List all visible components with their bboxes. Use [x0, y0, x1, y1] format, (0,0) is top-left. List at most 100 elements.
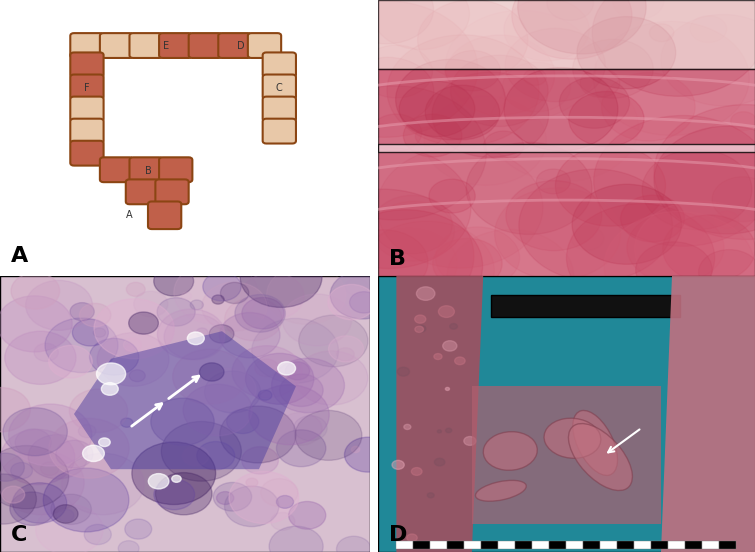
FancyBboxPatch shape — [583, 541, 600, 549]
FancyBboxPatch shape — [566, 541, 583, 549]
Circle shape — [260, 479, 298, 506]
Circle shape — [602, 73, 695, 141]
FancyBboxPatch shape — [156, 179, 189, 204]
Circle shape — [439, 306, 455, 317]
Circle shape — [661, 14, 755, 106]
Circle shape — [337, 348, 354, 361]
Circle shape — [94, 328, 106, 337]
Text: B: B — [389, 249, 406, 269]
Circle shape — [267, 265, 346, 324]
FancyBboxPatch shape — [464, 541, 481, 549]
Circle shape — [572, 226, 604, 250]
Circle shape — [350, 291, 378, 313]
Ellipse shape — [476, 480, 526, 501]
Circle shape — [569, 92, 644, 146]
Circle shape — [677, 224, 704, 242]
Circle shape — [593, 115, 755, 246]
Circle shape — [132, 442, 216, 505]
Circle shape — [466, 142, 592, 235]
Circle shape — [224, 298, 282, 341]
Circle shape — [504, 0, 590, 61]
Circle shape — [288, 501, 326, 529]
Polygon shape — [74, 331, 296, 469]
Circle shape — [269, 526, 323, 552]
Circle shape — [154, 266, 193, 296]
Circle shape — [649, 24, 674, 42]
Circle shape — [123, 338, 141, 352]
Circle shape — [359, 221, 495, 320]
Circle shape — [295, 351, 368, 405]
Circle shape — [424, 96, 547, 185]
Circle shape — [15, 429, 51, 456]
Circle shape — [612, 0, 664, 19]
Circle shape — [157, 298, 196, 326]
Circle shape — [49, 418, 129, 478]
Circle shape — [97, 333, 169, 386]
FancyBboxPatch shape — [263, 52, 296, 77]
Circle shape — [51, 494, 91, 524]
Circle shape — [437, 430, 442, 433]
Circle shape — [344, 437, 391, 472]
Circle shape — [258, 390, 272, 400]
Circle shape — [79, 304, 111, 327]
Circle shape — [455, 357, 465, 365]
Circle shape — [45, 318, 118, 373]
Circle shape — [276, 496, 294, 508]
Circle shape — [634, 201, 755, 296]
FancyBboxPatch shape — [719, 541, 735, 549]
Circle shape — [731, 112, 755, 131]
Circle shape — [566, 204, 715, 312]
Circle shape — [249, 385, 329, 445]
Circle shape — [187, 332, 205, 344]
Circle shape — [636, 242, 712, 298]
Circle shape — [28, 434, 88, 479]
Circle shape — [291, 1, 478, 137]
Circle shape — [82, 445, 104, 461]
FancyBboxPatch shape — [378, 144, 755, 152]
FancyBboxPatch shape — [130, 33, 163, 58]
Circle shape — [436, 227, 519, 289]
Circle shape — [536, 169, 570, 194]
Circle shape — [35, 505, 103, 552]
FancyBboxPatch shape — [702, 541, 719, 549]
Circle shape — [174, 261, 258, 324]
Circle shape — [1, 429, 75, 485]
Circle shape — [445, 35, 555, 115]
Circle shape — [642, 150, 752, 230]
Circle shape — [199, 363, 224, 381]
Circle shape — [232, 346, 302, 398]
Circle shape — [361, 229, 458, 299]
Circle shape — [502, 98, 531, 118]
Circle shape — [156, 473, 212, 515]
Circle shape — [360, 45, 433, 98]
Circle shape — [415, 326, 424, 332]
Circle shape — [654, 126, 755, 234]
Circle shape — [101, 383, 119, 395]
FancyBboxPatch shape — [263, 97, 296, 121]
FancyBboxPatch shape — [70, 75, 103, 99]
FancyBboxPatch shape — [378, 276, 755, 552]
Circle shape — [505, 28, 606, 102]
Circle shape — [698, 250, 755, 295]
Circle shape — [205, 371, 260, 413]
Circle shape — [411, 468, 422, 475]
Circle shape — [504, 67, 618, 151]
Circle shape — [306, 147, 471, 268]
Circle shape — [128, 312, 159, 334]
Circle shape — [11, 463, 32, 479]
Circle shape — [245, 353, 314, 404]
Circle shape — [445, 428, 451, 433]
Circle shape — [3, 408, 67, 456]
Circle shape — [278, 413, 322, 445]
Circle shape — [62, 453, 144, 515]
Ellipse shape — [569, 423, 633, 491]
FancyBboxPatch shape — [148, 201, 181, 229]
Circle shape — [519, 169, 673, 282]
Circle shape — [154, 479, 195, 509]
Circle shape — [403, 114, 462, 157]
FancyBboxPatch shape — [378, 0, 755, 69]
FancyBboxPatch shape — [491, 295, 680, 317]
Circle shape — [54, 505, 78, 523]
Circle shape — [10, 492, 54, 526]
FancyBboxPatch shape — [414, 541, 430, 549]
